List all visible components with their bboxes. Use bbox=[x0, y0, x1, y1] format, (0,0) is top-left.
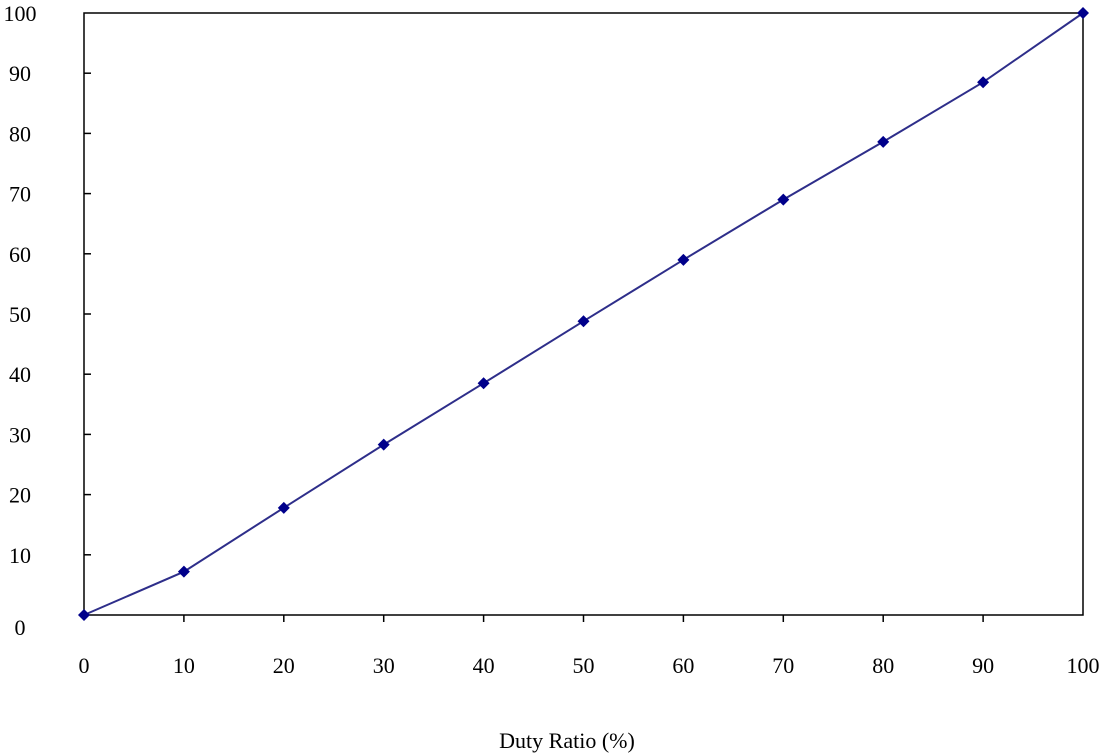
plot-frame bbox=[83, 12, 1084, 616]
data-point-marker bbox=[677, 253, 690, 266]
y-tick-label: 0 bbox=[15, 615, 26, 640]
y-tick-label: 50 bbox=[9, 302, 31, 327]
x-tick-label: 0 bbox=[79, 653, 90, 678]
data-point-marker bbox=[78, 609, 90, 621]
data-point-marker bbox=[877, 135, 890, 148]
y-tick-label: 70 bbox=[9, 182, 31, 207]
x-tick-label: 70 bbox=[772, 653, 794, 678]
x-tick-label: 100 bbox=[1067, 653, 1100, 678]
x-tick-label: 30 bbox=[373, 653, 395, 678]
y-tick-label: 60 bbox=[9, 242, 31, 267]
x-tick-label: 60 bbox=[672, 653, 694, 678]
data-point-marker bbox=[477, 377, 490, 390]
y-tick-label: 90 bbox=[9, 61, 31, 86]
y-tick-label: 30 bbox=[9, 422, 31, 447]
y-tick-label: 80 bbox=[9, 121, 31, 146]
data-point-marker bbox=[177, 565, 190, 578]
x-tick-label: 50 bbox=[573, 653, 595, 678]
y-axis-ticks bbox=[84, 72, 91, 556]
y-tick-label: 100 bbox=[4, 1, 37, 26]
series-markers bbox=[78, 7, 1089, 621]
x-tick-label: 80 bbox=[872, 653, 894, 678]
y-tick-label: 40 bbox=[9, 362, 31, 387]
x-tick-label: 20 bbox=[273, 653, 295, 678]
x-axis-tick-labels: 0 10 20 30 40 50 60 70 80 90 100 bbox=[79, 653, 1100, 678]
y-tick-label: 10 bbox=[9, 543, 31, 568]
series-line bbox=[83, 12, 1084, 616]
x-axis-ticks bbox=[183, 615, 984, 622]
data-point-marker bbox=[577, 315, 590, 328]
x-axis-title: Duty Ratio (%) bbox=[499, 728, 635, 753]
x-tick-label: 10 bbox=[173, 653, 195, 678]
y-tick-label: 20 bbox=[9, 483, 31, 508]
x-tick-label: 90 bbox=[972, 653, 994, 678]
y-axis-tick-labels: 0 10 20 30 40 50 60 70 80 90 100 bbox=[4, 1, 37, 640]
plot-area bbox=[83, 12, 1084, 616]
x-tick-label: 40 bbox=[473, 653, 495, 678]
data-point-marker bbox=[1077, 7, 1089, 19]
data-point-marker bbox=[377, 438, 390, 451]
data-point-marker bbox=[777, 193, 790, 206]
data-point-marker bbox=[277, 501, 290, 514]
data-point-marker bbox=[977, 76, 990, 89]
